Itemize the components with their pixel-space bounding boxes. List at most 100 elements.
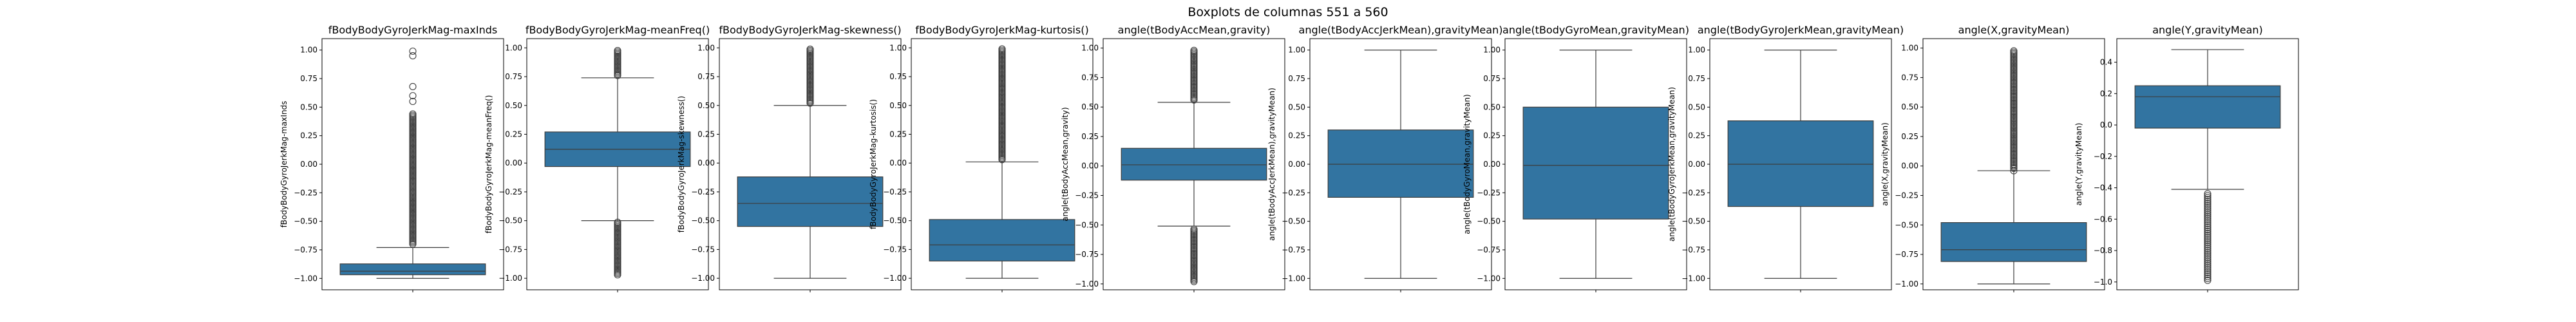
outlier-point: [2204, 247, 2211, 254]
y-tick-label: 0.00: [1483, 160, 1501, 169]
y-tick-label: −0.8: [2094, 246, 2112, 255]
outlier-point: [2204, 192, 2211, 200]
y-tick-label: 0.25: [889, 129, 907, 138]
y-tick-label: −0.25: [1681, 188, 1705, 197]
y-tick-label: 0.25: [697, 129, 715, 138]
y-tick-label: −0.75: [498, 245, 522, 254]
boxplot-panel: angle(tBodyGyroMean,gravityMean) −1.00 −0.…: [1463, 24, 1689, 292]
outlier-point: [2204, 267, 2211, 275]
outlier-point: [2204, 258, 2211, 265]
y-tick-label: −1.00: [1075, 279, 1099, 289]
y-tick-label: −1.00: [1282, 274, 1305, 283]
y-tick-label: −0.50: [1075, 220, 1099, 229]
y-tick-label: 0.2: [2100, 89, 2112, 98]
y-tick-label: 0.50: [1081, 102, 1099, 111]
y-tick-label: 0.50: [889, 101, 907, 110]
outlier-point: [2204, 229, 2211, 237]
y-tick-label: 0.00: [889, 158, 907, 167]
y-tick-label: −0.75: [294, 245, 317, 254]
y-tick-label: 1.00: [1081, 44, 1099, 53]
iqr-box: [1727, 120, 1874, 207]
iqr-box: [1522, 106, 1669, 220]
iqr-box: [339, 263, 486, 276]
y-axis-label: fBodyBodyGyroJerkMag-kurtosis(): [869, 99, 878, 229]
y-tick-label: 0.4: [2100, 58, 2112, 67]
outlier-point: [2204, 213, 2211, 220]
outlier-point: [2204, 245, 2211, 252]
y-tick-label: 0.0: [2100, 120, 2112, 129]
y-tick-label: 0.75: [300, 74, 317, 83]
outlier-point: [2204, 260, 2211, 267]
y-tick-label: 0.50: [1483, 102, 1501, 111]
outlier-point: [2204, 211, 2211, 218]
y-tick-label: −1.00: [1895, 279, 1918, 289]
boxplot-panel: fBodyBodyGyroJerkMag-kurtosis() −1.00 −0.7…: [869, 24, 1094, 292]
y-axis-label: angle(tBodyGyroJerkMean,gravityMean): [1667, 87, 1676, 242]
y-tick-label: 0.25: [1081, 132, 1099, 141]
outlier-point: [409, 97, 417, 106]
y-tick-label: −1.0: [2094, 278, 2112, 287]
axes-title: angle(tBodyAccJerkMean),gravityMean): [1299, 24, 1503, 36]
outlier-point: [2204, 197, 2211, 205]
y-tick-label: −0.50: [691, 216, 715, 225]
outlier-point: [2204, 196, 2211, 204]
y-tick-label: 0.00: [1081, 162, 1099, 171]
outlier-point: [1190, 46, 1198, 54]
axes-title: angle(tBodyAccMean,gravity): [1118, 24, 1271, 36]
y-tick-label: 0.25: [1288, 131, 1305, 140]
outlier-point: [2204, 239, 2211, 247]
y-tick-label: −0.6: [2094, 214, 2112, 223]
y-tick-label: 1.00: [889, 43, 907, 52]
outlier-point: [2204, 194, 2211, 202]
y-tick-label: 0.25: [1688, 131, 1705, 140]
y-tick-label: −1.00: [498, 274, 522, 283]
y-tick-label: 0.00: [1288, 160, 1305, 169]
y-axis-label: fBodyBodyGyroJerkMag-maxInds: [279, 101, 289, 228]
iqr-box: [737, 176, 884, 227]
outlier-point: [2204, 223, 2211, 232]
boxplot-panel: angle(tBodyAccMean,gravity) −1.00 −0.75 −0.…: [1061, 24, 1285, 292]
axes-title: angle(tBodyGyroMean,gravityMean): [1502, 24, 1689, 36]
y-axis-label: angle(X,gravityMean): [1880, 122, 1889, 206]
y-tick-label: 1.00: [505, 43, 522, 52]
y-axis-label: fBodyBodyGyroJerkMag-skewness(): [677, 96, 686, 233]
outlier-point: [2204, 250, 2211, 258]
outlier-point: [2204, 207, 2211, 214]
y-tick-label: −0.50: [498, 216, 522, 225]
y-tick-label: 0.25: [1901, 132, 1918, 141]
y-tick-label: 0.50: [505, 101, 522, 110]
y-tick-label: −0.50: [294, 217, 317, 226]
outlier-point: [2204, 241, 2211, 249]
y-tick-label: 0.00: [1901, 162, 1918, 171]
y-tick-label: 1.00: [1288, 46, 1305, 55]
y-tick-label: 0.75: [1483, 74, 1501, 83]
y-tick-label: −0.4: [2094, 184, 2112, 193]
y-tick-label: −0.2: [2094, 152, 2112, 161]
outlier-point: [409, 47, 417, 55]
y-tick-label: −0.25: [691, 187, 715, 196]
outlier-point: [2204, 248, 2211, 256]
y-tick-label: 1.00: [1901, 44, 1918, 53]
boxplot-panel: angle(tBodyAccJerkMean),gravityMean) −1.0…: [1267, 24, 1502, 292]
y-tick-label: 0.00: [1688, 160, 1705, 169]
outlier-point: [409, 92, 417, 100]
y-tick-label: −0.75: [883, 245, 907, 254]
outlier-point: [2204, 265, 2211, 273]
outlier-point: [2204, 190, 2211, 198]
y-tick-label: 0.50: [1688, 102, 1705, 111]
y-tick-label: 1.00: [697, 43, 715, 52]
y-tick-label: 0.00: [300, 160, 317, 169]
y-tick-label: −1.00: [1681, 274, 1705, 283]
figure-title: Boxplots de columnas 551 a 560: [1188, 5, 1388, 19]
y-tick-label: 0.75: [1901, 73, 1918, 82]
outlier-point: [2204, 199, 2211, 207]
outlier-point: [2204, 233, 2211, 241]
outlier-point: [2204, 205, 2211, 213]
y-tick-label: 0.75: [1081, 73, 1099, 82]
y-tick-label: −1.00: [883, 274, 907, 283]
outlier-point: [2204, 272, 2211, 281]
outlier-point: [998, 45, 1006, 53]
y-tick-label: −0.75: [691, 245, 715, 254]
outlier-point: [2204, 252, 2211, 260]
y-tick-label: −0.50: [1895, 220, 1918, 229]
